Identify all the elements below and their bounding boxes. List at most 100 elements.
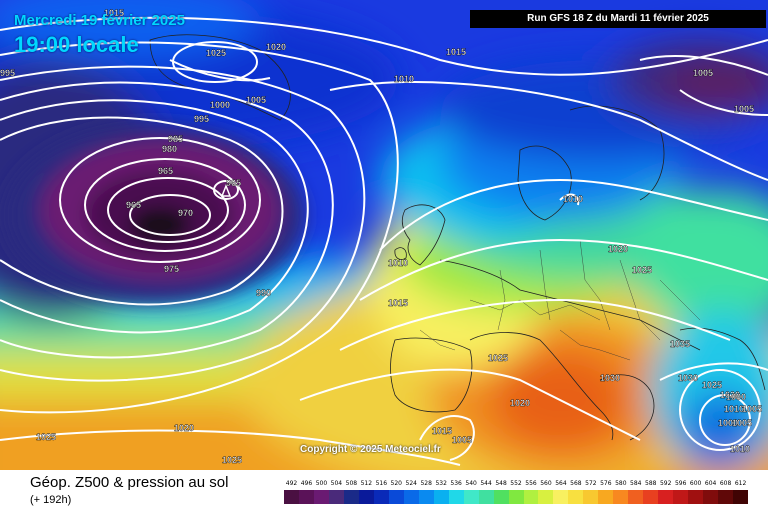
legend-swatch	[284, 490, 299, 504]
color-legend: 492 496 500 504 508 512 516 520 524 528 532 536 540 5…	[284, 480, 749, 504]
legend-swatch	[493, 490, 509, 504]
isobar-label: 1025	[488, 353, 508, 363]
isobar-label: 1035	[670, 339, 690, 349]
isobar-label: 1030	[678, 373, 698, 383]
legend-label: 500	[315, 480, 328, 487]
legend-swatch	[523, 490, 539, 504]
legend-swatch	[628, 490, 644, 504]
isobar-label: 985	[168, 134, 183, 144]
isobar-label: 1005	[734, 104, 754, 114]
isobar-label: 1005	[452, 435, 472, 445]
isobar-label: 980	[162, 144, 177, 154]
isobar-label: 1025	[36, 432, 56, 442]
isobar-label: 995	[194, 114, 209, 124]
isobar-label: 1010	[563, 194, 583, 204]
isobar-label: 1025	[632, 265, 652, 275]
valid-date: Mercredi 19 février 2025	[14, 12, 185, 29]
isobar-label: 1000	[726, 392, 746, 402]
isobar-label: 1020	[720, 390, 740, 400]
legend-label: 588	[645, 480, 657, 487]
isobar-label: 1030	[600, 373, 620, 383]
isobar-label: 1000	[210, 100, 230, 110]
legend-label: 552	[510, 480, 522, 487]
isobar-label: 1005	[246, 95, 266, 105]
legend-swatch	[313, 490, 329, 504]
legend-label: 544	[480, 480, 492, 487]
isobar-label: 965	[126, 200, 141, 210]
legend-label: 512	[360, 480, 373, 487]
isobars	[0, 16, 768, 466]
isobar-label: 1025	[222, 455, 242, 465]
isobar-label: 1010	[394, 74, 414, 84]
isobar-label: 1020	[608, 244, 628, 254]
isobar-label: 1025	[702, 380, 722, 390]
legend-label: 504	[330, 480, 343, 487]
map-svg: 1015102510209951015101010051000995985980…	[0, 0, 768, 470]
legend-swatch	[418, 490, 434, 504]
legend-label: 520	[390, 480, 402, 487]
legend-label: 604	[704, 480, 717, 487]
legend-label: 528	[420, 480, 432, 487]
isobar-label: 1015	[104, 8, 124, 18]
legend-label: 596	[674, 480, 687, 487]
legend-label: 600	[689, 480, 702, 487]
legend-label: 592	[659, 480, 672, 487]
legend-label: 572	[585, 480, 597, 487]
isobar-label: 1020	[266, 42, 286, 52]
legend-swatch	[373, 490, 389, 504]
isobar-label: 1015	[432, 426, 452, 436]
legend-swatch	[718, 490, 734, 504]
legend-swatch	[568, 490, 584, 504]
legend-swatch	[553, 490, 569, 504]
legend-label: 576	[600, 480, 612, 487]
legend-swatch	[448, 490, 464, 504]
legend-label: 580	[615, 480, 627, 487]
isobar-label: 1015	[388, 298, 408, 308]
legend-label: 540	[465, 480, 477, 487]
legend-label: 556	[525, 480, 537, 487]
isobar-label: 1020	[510, 398, 530, 408]
legend-labels: 492 496 500 504 508 512 516 520 524 528 532 536 540 5…	[284, 480, 748, 488]
legend-swatch	[733, 490, 749, 504]
isobar-label: 1010	[388, 258, 408, 268]
isobar-label: 1005	[732, 418, 752, 428]
legend-label: 564	[555, 480, 567, 487]
map-area: 1015 1025 1020 995 1015 1010 1005 1000 995 985 980…	[0, 0, 768, 470]
legend-swatch	[463, 490, 479, 504]
legend-label: 516	[375, 480, 388, 487]
legend-label: 548	[495, 480, 507, 487]
legend-label: 560	[540, 480, 552, 487]
legend-swatch	[583, 490, 599, 504]
run-info: Run GFS 18 Z du Mardi 11 février 2025	[470, 10, 766, 28]
forecast-lead: (+ 192h)	[30, 494, 72, 506]
legend-label: 492	[285, 480, 298, 487]
legend-label: 536	[450, 480, 462, 487]
legend-swatch	[433, 490, 449, 504]
legend-label: 584	[630, 480, 642, 487]
legend-label: 532	[435, 480, 447, 487]
low-center-marker	[220, 183, 232, 197]
legend-label: 496	[300, 480, 313, 487]
geopotential-field	[0, 0, 768, 470]
isobar-labels: 1015102510209951015101010051000995985980…	[0, 8, 762, 465]
legend-label: 568	[570, 480, 582, 487]
legend-swatch	[688, 490, 704, 504]
isobar-label: 1000	[718, 418, 738, 428]
pressure-centers	[220, 183, 232, 197]
isobar-label: 1020	[174, 423, 194, 433]
isobar-label: 1010	[724, 404, 744, 414]
legend-swatch	[538, 490, 554, 504]
legend-swatch	[403, 490, 419, 504]
isobar-label: 990	[256, 288, 271, 298]
legend-swatch	[703, 490, 719, 504]
chart-title: Géop. Z500 & pression au sol	[30, 474, 229, 491]
isobar-label: 975	[164, 264, 179, 274]
legend-swatch	[673, 490, 689, 504]
legend-swatch	[388, 490, 404, 504]
legend-label: 524	[405, 480, 417, 487]
isobar-label: 970	[178, 208, 193, 218]
footer: Géop. Z500 & pression au sol (+ 192h) 49…	[0, 470, 768, 512]
legend-swatches	[284, 490, 749, 504]
legend-swatch	[343, 490, 359, 504]
